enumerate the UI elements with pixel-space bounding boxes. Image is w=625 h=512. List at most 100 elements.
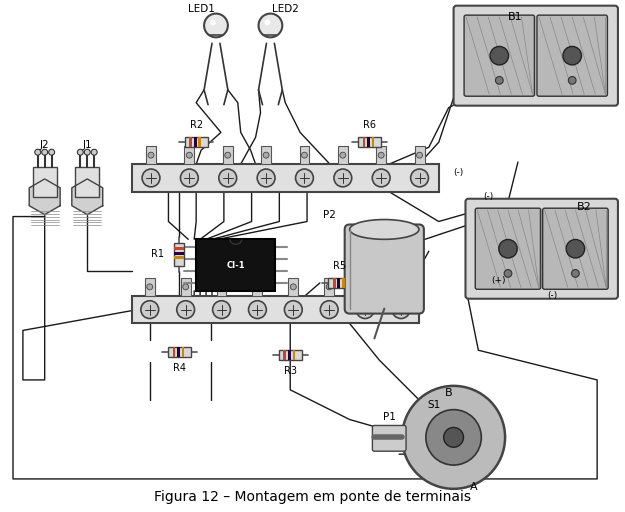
Circle shape bbox=[148, 152, 154, 158]
Bar bbox=[414, 146, 424, 164]
Bar bbox=[189, 137, 192, 147]
Bar bbox=[132, 296, 419, 324]
Text: (-): (-) bbox=[483, 192, 493, 201]
Text: LED1: LED1 bbox=[188, 4, 214, 14]
Circle shape bbox=[147, 284, 152, 290]
Text: R5: R5 bbox=[333, 261, 346, 271]
Bar bbox=[217, 278, 226, 296]
Bar bbox=[173, 347, 175, 357]
Circle shape bbox=[326, 284, 332, 290]
Circle shape bbox=[496, 76, 503, 84]
FancyBboxPatch shape bbox=[537, 15, 608, 96]
Circle shape bbox=[334, 169, 352, 187]
Bar bbox=[253, 278, 262, 296]
Bar bbox=[174, 243, 184, 266]
Circle shape bbox=[340, 152, 346, 158]
Circle shape bbox=[296, 169, 313, 187]
Bar bbox=[279, 350, 302, 360]
Bar bbox=[358, 137, 381, 147]
Text: B: B bbox=[445, 388, 452, 398]
Circle shape bbox=[301, 152, 308, 158]
Bar bbox=[146, 146, 156, 164]
Bar bbox=[174, 247, 184, 250]
FancyBboxPatch shape bbox=[454, 6, 618, 105]
Circle shape bbox=[499, 240, 518, 258]
FancyBboxPatch shape bbox=[466, 199, 618, 298]
Circle shape bbox=[372, 169, 390, 187]
Circle shape bbox=[426, 410, 481, 465]
Bar bbox=[185, 137, 208, 147]
Text: S1: S1 bbox=[427, 400, 441, 410]
Circle shape bbox=[204, 14, 228, 37]
Text: (-): (-) bbox=[548, 291, 558, 300]
Circle shape bbox=[568, 76, 576, 84]
Text: P2: P2 bbox=[323, 209, 336, 220]
Text: J2: J2 bbox=[40, 140, 49, 150]
Circle shape bbox=[259, 14, 282, 37]
Circle shape bbox=[78, 149, 83, 155]
Text: (-): (-) bbox=[453, 167, 464, 177]
Circle shape bbox=[213, 301, 231, 318]
Circle shape bbox=[444, 428, 464, 447]
Bar bbox=[261, 146, 271, 164]
Circle shape bbox=[177, 301, 194, 318]
Bar bbox=[199, 137, 201, 147]
Circle shape bbox=[263, 152, 269, 158]
Circle shape bbox=[284, 301, 302, 318]
Bar bbox=[145, 278, 155, 296]
Circle shape bbox=[182, 284, 189, 290]
Circle shape bbox=[257, 169, 275, 187]
Circle shape bbox=[392, 301, 410, 318]
Bar bbox=[222, 146, 232, 164]
Circle shape bbox=[42, 149, 48, 155]
Circle shape bbox=[490, 47, 509, 65]
Circle shape bbox=[225, 152, 231, 158]
Circle shape bbox=[264, 19, 271, 26]
Bar bbox=[342, 278, 345, 288]
Circle shape bbox=[249, 301, 266, 318]
Bar bbox=[376, 146, 386, 164]
Circle shape bbox=[254, 284, 261, 290]
Circle shape bbox=[35, 149, 41, 155]
Circle shape bbox=[362, 284, 368, 290]
FancyBboxPatch shape bbox=[372, 425, 406, 451]
Bar bbox=[362, 137, 366, 147]
Bar bbox=[372, 137, 374, 147]
Text: R1: R1 bbox=[151, 249, 164, 259]
Bar bbox=[76, 167, 99, 197]
Text: J1: J1 bbox=[82, 140, 92, 150]
Text: B1: B1 bbox=[508, 12, 522, 22]
Circle shape bbox=[356, 301, 374, 318]
Text: CI-1: CI-1 bbox=[226, 261, 245, 270]
Circle shape bbox=[417, 152, 422, 158]
Bar bbox=[396, 278, 406, 296]
Bar bbox=[174, 252, 184, 254]
Circle shape bbox=[411, 169, 429, 187]
FancyBboxPatch shape bbox=[542, 208, 608, 289]
Ellipse shape bbox=[349, 220, 419, 239]
Bar bbox=[333, 278, 336, 288]
Circle shape bbox=[186, 152, 192, 158]
Circle shape bbox=[219, 169, 237, 187]
Text: A: A bbox=[469, 482, 478, 492]
Circle shape bbox=[563, 47, 581, 65]
Bar bbox=[32, 167, 57, 197]
Text: Figura 12 – Montagem em ponte de terminais: Figura 12 – Montagem em ponte de termina… bbox=[154, 489, 471, 504]
Circle shape bbox=[49, 149, 54, 155]
Circle shape bbox=[84, 149, 90, 155]
Bar bbox=[328, 278, 351, 288]
Bar bbox=[194, 137, 197, 147]
FancyBboxPatch shape bbox=[464, 15, 534, 96]
Bar bbox=[168, 347, 191, 357]
Circle shape bbox=[320, 301, 338, 318]
Bar bbox=[367, 137, 370, 147]
Bar bbox=[299, 146, 309, 164]
FancyBboxPatch shape bbox=[344, 224, 424, 313]
Bar bbox=[292, 350, 295, 360]
Bar bbox=[338, 278, 340, 288]
Bar bbox=[338, 146, 348, 164]
Circle shape bbox=[91, 149, 97, 155]
Circle shape bbox=[402, 386, 505, 489]
Text: R4: R4 bbox=[173, 363, 186, 373]
Bar bbox=[184, 146, 194, 164]
